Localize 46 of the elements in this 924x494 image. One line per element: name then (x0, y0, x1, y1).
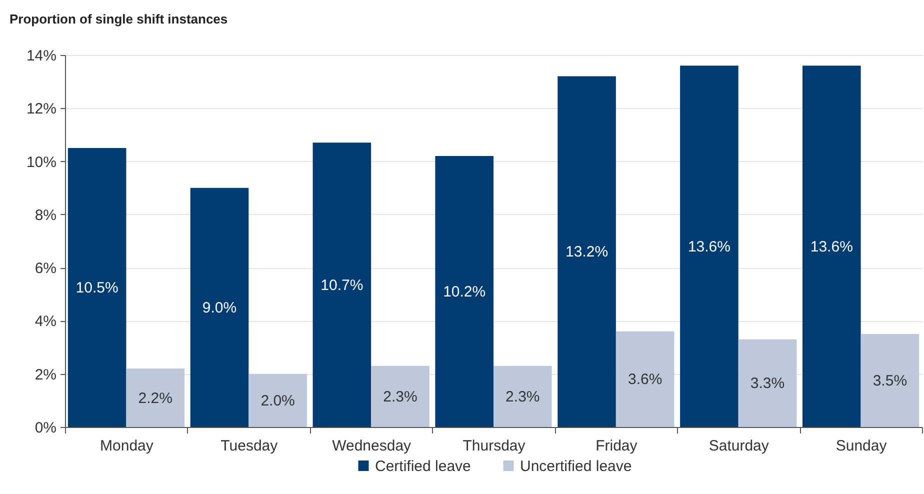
y-tick-label: 4% (34, 313, 56, 330)
data-label: 2.3% (506, 388, 540, 406)
x-tick-label: Wednesday (332, 438, 412, 454)
data-label: 3.5% (872, 372, 908, 390)
data-label: 13.2% (566, 244, 608, 261)
bar (616, 331, 674, 427)
x-tick-label: Friday (596, 438, 638, 454)
legend-label: Uncertified leave (520, 458, 632, 475)
data-label: 2.0% (260, 392, 295, 410)
data-label: 10.5% (76, 280, 118, 296)
bar (494, 366, 552, 427)
bar (126, 368, 185, 427)
bar (680, 66, 738, 427)
y-tick-label: 6% (34, 260, 56, 278)
data-label: 13.6% (810, 238, 853, 256)
data-label: 3.6% (628, 371, 662, 388)
y-tick-label: 8% (34, 206, 56, 224)
data-label: 9.0% (202, 299, 237, 316)
data-label: 13.6% (688, 238, 730, 256)
x-tick-label: Monday (100, 438, 154, 454)
bar (860, 334, 920, 427)
bar (68, 148, 126, 427)
bar (558, 76, 616, 427)
data-label: 10.2% (443, 283, 486, 300)
y-tick-label: 0% (34, 420, 56, 436)
bar (371, 366, 430, 427)
bar (435, 156, 494, 427)
legend-label: Certified leave (375, 458, 471, 475)
bar (312, 142, 372, 427)
y-tick-label: 10% (26, 154, 56, 171)
x-tick-label: Thursday (462, 438, 526, 454)
bar (190, 188, 249, 427)
x-tick-label: Saturday (708, 438, 770, 454)
y-tick-label: 14% (26, 48, 56, 64)
data-label: 2.3% (383, 388, 418, 406)
y-tick-label: 2% (34, 366, 56, 384)
bar (802, 66, 861, 427)
x-tick-label: Tuesday (220, 438, 278, 454)
data-label: 3.3% (750, 375, 785, 392)
x-tick-label: Sunday (836, 438, 888, 454)
data-label: 10.7% (320, 276, 364, 294)
y-tick-label: 12% (26, 100, 56, 118)
y-axis-title: Proportion of single shift instances (10, 12, 228, 26)
bar (738, 339, 797, 427)
bar (248, 374, 307, 427)
data-label: 2.2% (138, 390, 172, 407)
